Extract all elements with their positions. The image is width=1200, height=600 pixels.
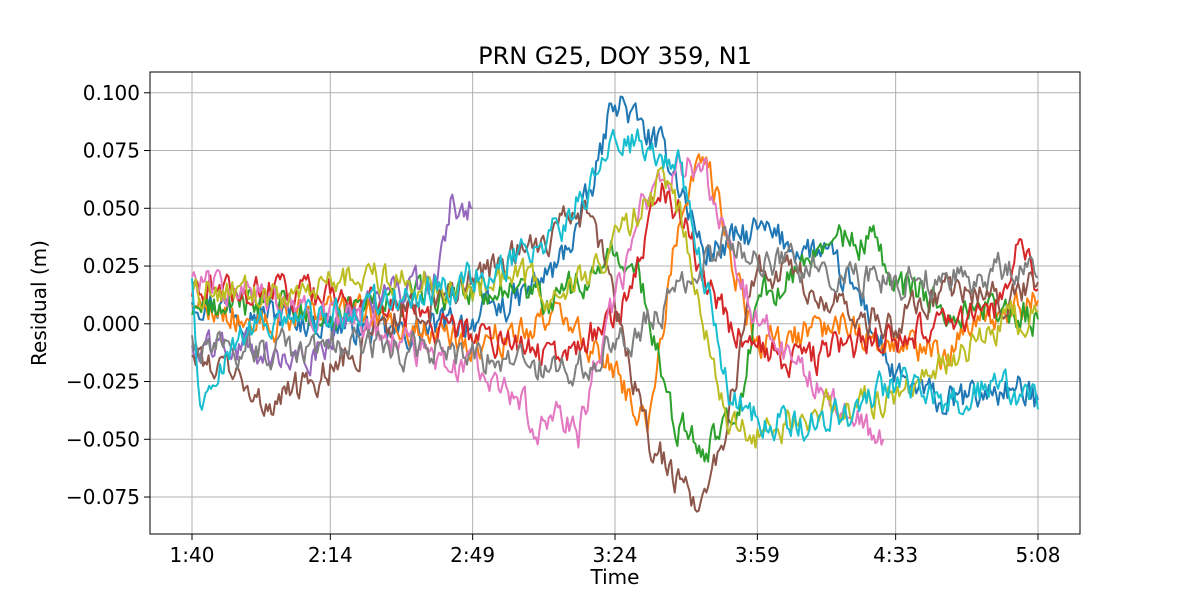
x-tick-label: 3:59 [735,543,780,567]
y-tick-label: −0.075 [66,485,140,509]
x-tick-label: 3:24 [593,543,638,567]
y-axis-label: Residual (m) [27,240,51,366]
y-tick-label: 0.100 [83,81,140,105]
y-tick-label: 0.000 [83,312,140,336]
series-layer [191,95,1039,513]
chart-title: PRN G25, DOY 359, N1 [478,42,752,70]
x-axis-label: Time [590,565,640,589]
series-line-8 [191,225,1039,387]
y-tick-label: −0.025 [66,370,140,394]
series-line-9 [191,166,1039,449]
y-tick-label: 0.025 [83,254,140,278]
y-tick-label: 0.050 [83,196,140,220]
x-tick-label: 2:49 [450,543,495,567]
x-tick-label: 2:14 [308,543,353,567]
series-line-10 [191,128,1039,442]
grid-layer [150,72,1080,534]
x-tick-label: 4:33 [873,543,918,567]
tick-layer: 1:40 2:14 2:49 3:24 3:59 4:33 5:08 0.100 0.075 0.… [66,81,1060,567]
y-tick-label: 0.075 [83,139,140,163]
series-line-6 [191,199,1039,513]
y-tick-label: −0.050 [66,427,140,451]
series-line-5 [191,193,473,377]
series-line-7 [191,149,885,449]
x-tick-label: 5:08 [1016,543,1061,567]
x-tick-label: 1:40 [170,543,215,567]
